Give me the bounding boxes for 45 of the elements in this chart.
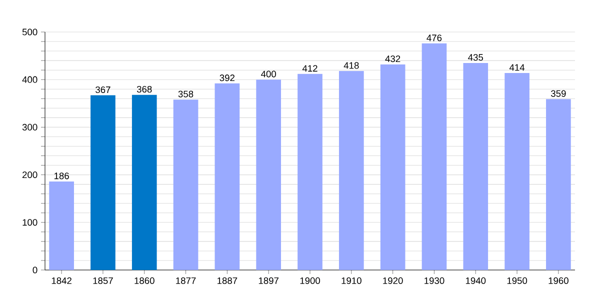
data-label: 368 bbox=[136, 86, 152, 93]
bar bbox=[463, 62, 488, 270]
bar bbox=[380, 64, 406, 270]
x-tick-label: 1860 bbox=[134, 277, 154, 284]
y-tick-label: 500 bbox=[22, 28, 38, 36]
data-label: 358 bbox=[178, 90, 194, 98]
bar bbox=[132, 94, 157, 270]
bar bbox=[504, 72, 530, 270]
x-tick-label: 1950 bbox=[507, 277, 528, 284]
bar bbox=[49, 181, 74, 270]
data-label: 418 bbox=[344, 62, 359, 69]
bar bbox=[256, 80, 282, 270]
bar bbox=[298, 74, 322, 270]
data-label: 412 bbox=[302, 65, 318, 72]
data-label: 359 bbox=[551, 90, 566, 97]
x-tick-label: 1900 bbox=[300, 277, 320, 284]
data-label: 400 bbox=[261, 70, 276, 78]
bar bbox=[90, 95, 116, 270]
data-label: 414 bbox=[509, 64, 525, 71]
bar bbox=[546, 99, 571, 270]
x-tick-label: 1857 bbox=[93, 277, 113, 284]
data-label: 476 bbox=[426, 34, 442, 42]
x-tick-label: 1910 bbox=[342, 277, 362, 284]
y-tick-label: 400 bbox=[22, 76, 38, 83]
x-tick-label: 1930 bbox=[424, 277, 444, 284]
y-tick-label: 100 bbox=[22, 219, 38, 226]
y-tick-label: 200 bbox=[22, 172, 38, 178]
x-tick-label: 1897 bbox=[258, 277, 279, 284]
bar bbox=[214, 83, 240, 270]
data-label: 392 bbox=[220, 74, 235, 82]
data-label: 435 bbox=[468, 54, 484, 61]
x-tick-label: 1842 bbox=[52, 277, 72, 284]
data-label: 432 bbox=[385, 56, 400, 62]
x-tick-label: 1960 bbox=[548, 277, 568, 284]
x-tick-label: 1940 bbox=[466, 277, 486, 284]
x-tick-label: 1887 bbox=[218, 277, 238, 284]
bar bbox=[173, 100, 198, 270]
x-tick-label: 1877 bbox=[176, 277, 196, 284]
y-tick-label: 0 bbox=[32, 266, 38, 274]
bar bbox=[338, 71, 364, 270]
data-label: 367 bbox=[96, 86, 110, 94]
x-tick-label: 1920 bbox=[383, 277, 403, 284]
data-label: 186 bbox=[54, 172, 69, 180]
bar bbox=[422, 43, 447, 270]
y-tick-label: 300 bbox=[22, 124, 38, 130]
